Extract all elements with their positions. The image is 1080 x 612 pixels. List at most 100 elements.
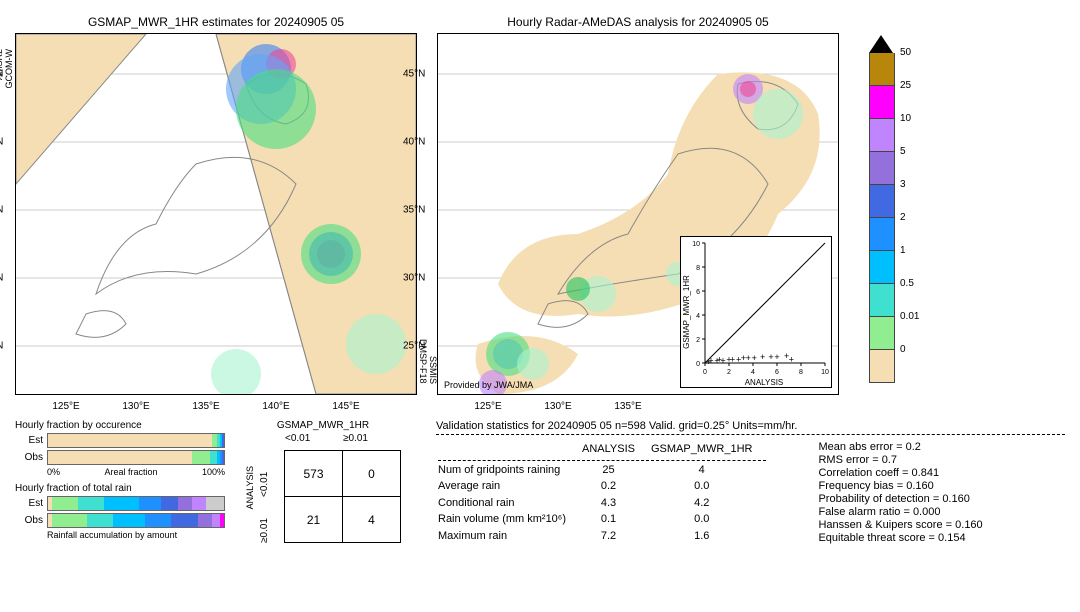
svg-text:2: 2 — [696, 337, 700, 344]
hbar-segment — [52, 497, 78, 510]
hbar-segment — [192, 497, 206, 510]
map2-provider: Provided by JWA/JMA — [444, 380, 533, 390]
hbar-segment — [139, 497, 160, 510]
colorbar-cell: 0.01 — [869, 317, 895, 350]
colorbar-label: 25 — [900, 80, 932, 91]
stats-val-b: 1.6 — [651, 528, 766, 543]
svg-text:+: + — [752, 353, 757, 363]
map1-svg — [16, 34, 416, 394]
hourly-occ-title: Hourly fraction by occurence — [15, 420, 225, 431]
stats-list-val: 0.7 — [882, 454, 897, 466]
stats-list-label: Probability of detection = — [818, 493, 939, 505]
stats-val-a: 0.2 — [582, 479, 649, 493]
hourly-occ-axis: 0% Areal fraction 100% — [15, 467, 225, 477]
stats-list-item: False alarm ratio = 0.000 — [818, 506, 982, 518]
stats-row-label: Num of gridpoints raining — [438, 463, 580, 477]
stats-list-item: Equitable threat score = 0.154 — [818, 532, 982, 544]
colorbar-cell: 50 — [869, 53, 895, 86]
contingency-side-label: ANALYSIS — [245, 466, 255, 509]
hbar-segment — [161, 497, 179, 510]
contingency-title: GSMAP_MWR_1HR — [277, 420, 369, 431]
contingency-block: GSMAP_MWR_1HR ANALYSIS <0.01 ≥0.01 <0.01… — [245, 420, 401, 543]
map2-ylabel: 30°N — [403, 273, 425, 284]
hourly-occ-axis-left: 0% — [47, 467, 60, 477]
stats-row: Average rain0.20.0 — [438, 479, 766, 493]
colorbar-label: 50 — [900, 47, 932, 58]
hbar-segment — [192, 451, 210, 464]
map1-xlabel: 135°E — [192, 401, 219, 412]
svg-text:+: + — [708, 356, 713, 366]
colorbar-cell: 0.5 — [869, 284, 895, 317]
map1-ylabel: 45°N — [0, 69, 3, 80]
stats-list-val: 0.160 — [955, 519, 983, 531]
hbar-row: Obs — [15, 513, 225, 528]
ct-cell-10: 21 — [284, 496, 343, 543]
svg-text:6: 6 — [696, 289, 700, 296]
map2-ylabel: 45°N — [403, 69, 425, 80]
stats-list-item: Mean abs error = 0.2 — [818, 441, 982, 453]
stats-list-item: Probability of detection = 0.160 — [818, 493, 982, 505]
hbar-segment — [206, 497, 224, 510]
svg-text:+: + — [730, 354, 735, 364]
colorbar-label: 1 — [900, 245, 932, 256]
stats-list-label: Frequency bias = — [818, 480, 903, 492]
ct-row-head-1: ≥0.01 — [259, 497, 285, 543]
stats-row-label: Conditional rain — [438, 496, 580, 510]
svg-text:2: 2 — [727, 369, 731, 376]
svg-text:ANALYSIS: ANALYSIS — [745, 378, 784, 387]
stats-list-item: Hanssen & Kuipers score = 0.160 — [818, 519, 982, 531]
hourly-occ-axis-mid: Areal fraction — [104, 467, 157, 477]
svg-text:8: 8 — [696, 265, 700, 272]
map1-side-left-top: GCOM-W — [4, 49, 14, 89]
stats-val-a: 0.1 — [582, 512, 649, 526]
hourly-occ-axis-right: 100% — [202, 467, 225, 477]
colorbar-label: 10 — [900, 113, 932, 124]
stats-list-val: 0.160 — [906, 480, 934, 492]
map1-ylabel: 30°N — [0, 273, 3, 284]
stats-row-label: Maximum rain — [438, 528, 580, 543]
ct-cell-00: 573 — [284, 450, 343, 497]
stats-val-a: 4.3 — [582, 496, 649, 510]
svg-text:+: + — [760, 352, 765, 362]
contingency-grid: <0.01 ≥0.01 <0.01 573 0 ≥0.01 21 4 — [259, 433, 401, 543]
top-row: GSMAP_MWR_1HR estimates for 20240905 05 … — [15, 15, 1065, 395]
stats-col-head: ANALYSIS — [582, 443, 649, 461]
map1-title: GSMAP_MWR_1HR estimates for 20240905 05 — [15, 15, 417, 29]
stats-list-label: Hanssen & Kuipers score = — [818, 519, 952, 531]
colorbar-label: 5 — [900, 146, 932, 157]
stats-col-head: GSMAP_MWR_1HR — [651, 443, 766, 461]
map1-ylabel: 25°N — [0, 341, 3, 352]
stats-list-val: 0.000 — [913, 506, 941, 518]
map1-ylabel: 35°N — [0, 205, 3, 216]
stats-list-item: Correlation coeff = 0.841 — [818, 467, 982, 479]
hbar — [47, 513, 225, 528]
stats-list-label: Correlation coeff = — [818, 467, 908, 479]
hbar-label: Est — [15, 498, 47, 509]
stats-val-b: 4 — [651, 463, 766, 477]
stats-val-b: 0.0 — [651, 512, 766, 526]
stats-list-label: RMS error = — [818, 454, 878, 466]
hbar-segment — [212, 514, 221, 527]
svg-text:+: + — [774, 352, 779, 362]
stats-title: Validation statistics for 20240905 05 n=… — [436, 420, 1065, 435]
ct-col-head-1: ≥0.01 — [343, 433, 401, 451]
stats-row: Maximum rain7.21.6 — [438, 528, 766, 543]
colorbar-label: 0.5 — [900, 278, 932, 289]
scatter-inset: 00224466881010++++++++++++++++ANALYSISGS… — [680, 236, 832, 388]
svg-text:10: 10 — [692, 241, 700, 248]
map2-xlabel: 130°E — [544, 401, 571, 412]
colorbar-cell: 10 — [869, 119, 895, 152]
colorbar: 50251053210.50.010 — [869, 35, 895, 395]
stats-row: Rain volume (mm km²10⁶)0.10.0 — [438, 512, 766, 526]
hbar-segment — [104, 497, 139, 510]
ct-col-head-0: <0.01 — [285, 433, 343, 451]
stats-list-label: Equitable threat score = — [818, 532, 935, 544]
stats-list-val: 0.2 — [906, 441, 921, 453]
stats-list-label: Mean abs error = — [818, 441, 902, 453]
svg-text:GSMAP_MWR_1HR: GSMAP_MWR_1HR — [682, 275, 691, 349]
map2-title: Hourly Radar-AMeDAS analysis for 2024090… — [437, 15, 839, 29]
map2-frame: Provided by JWA/JMA 00224466881010++++++… — [437, 33, 839, 395]
svg-text:10: 10 — [821, 369, 829, 376]
hbar-segment — [87, 514, 113, 527]
stats-row-label: Average rain — [438, 479, 580, 493]
